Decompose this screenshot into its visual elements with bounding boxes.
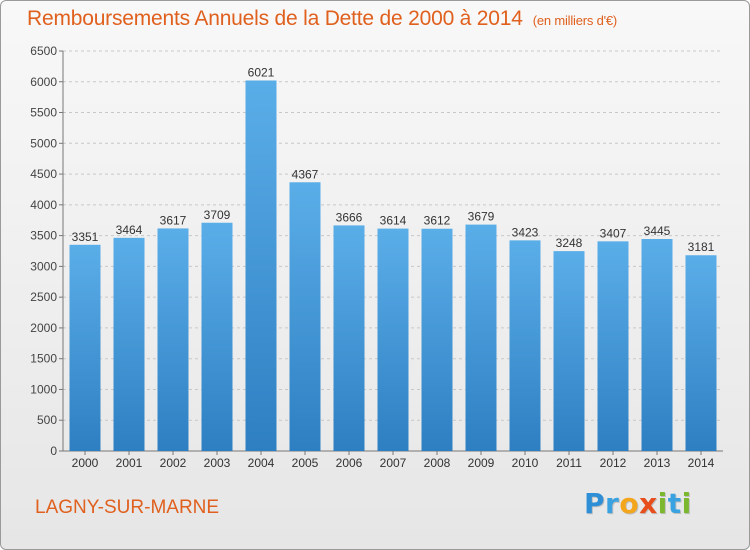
x-tick-label: 2007 bbox=[380, 456, 407, 470]
chart-title-row: Remboursements Annuels de la Dette de 20… bbox=[27, 7, 617, 31]
y-tick-label: 4000 bbox=[30, 198, 57, 212]
logo-letter: t bbox=[667, 487, 682, 520]
bar bbox=[553, 251, 585, 451]
bar bbox=[597, 241, 629, 451]
chart-unit: (en milliers d'€) bbox=[532, 13, 618, 28]
bar bbox=[245, 80, 277, 451]
data-label: 3617 bbox=[160, 213, 187, 227]
y-tick-label: 1000 bbox=[30, 382, 57, 396]
city-name: LAGNY-SUR-MARNE bbox=[35, 497, 220, 518]
y-tick-label: 2500 bbox=[30, 290, 57, 304]
y-tick-label: 500 bbox=[37, 413, 57, 427]
x-tick-label: 2000 bbox=[72, 456, 99, 470]
x-tick-label: 2013 bbox=[644, 456, 671, 470]
data-label: 3181 bbox=[688, 240, 715, 254]
data-label: 4367 bbox=[292, 167, 319, 181]
data-label: 3351 bbox=[72, 230, 99, 244]
x-tick-label: 2002 bbox=[160, 456, 187, 470]
y-tick-label: 4500 bbox=[30, 167, 57, 181]
data-label: 3614 bbox=[380, 214, 407, 228]
x-tick-label: 2003 bbox=[204, 456, 231, 470]
logo-letter: x bbox=[639, 487, 658, 520]
data-label: 3407 bbox=[600, 226, 627, 240]
x-tick-label: 2014 bbox=[688, 456, 715, 470]
bar bbox=[113, 237, 145, 451]
data-label: 3679 bbox=[468, 210, 495, 224]
data-label: 6021 bbox=[248, 65, 275, 79]
y-tick-label: 5500 bbox=[30, 106, 57, 120]
data-label: 3445 bbox=[644, 224, 671, 238]
data-label: 3423 bbox=[512, 225, 539, 239]
y-tick-label: 6000 bbox=[30, 75, 57, 89]
bar bbox=[201, 222, 233, 451]
y-tick-label: 3000 bbox=[30, 259, 57, 273]
x-tick-label: 2012 bbox=[600, 456, 627, 470]
x-tick-label: 2011 bbox=[556, 456, 582, 470]
logo-letter: r bbox=[605, 487, 620, 520]
x-tick-label: 2001 bbox=[116, 456, 143, 470]
bar bbox=[685, 255, 717, 451]
bar bbox=[509, 240, 541, 451]
data-label: 3612 bbox=[424, 214, 451, 228]
bar bbox=[641, 239, 673, 451]
bar bbox=[333, 225, 365, 451]
x-tick-label: 2009 bbox=[468, 456, 495, 470]
logo-letter: o bbox=[619, 487, 640, 520]
y-tick-label: 1500 bbox=[30, 352, 57, 366]
bar bbox=[465, 224, 497, 451]
logo-letter: i bbox=[657, 487, 668, 520]
x-tick-label: 2008 bbox=[424, 456, 451, 470]
y-tick-label: 0 bbox=[50, 444, 57, 458]
y-tick-label: 6500 bbox=[30, 44, 57, 58]
y-tick-label: 2000 bbox=[30, 321, 57, 335]
data-label: 3248 bbox=[556, 236, 583, 250]
y-tick-label: 5000 bbox=[30, 136, 57, 150]
x-tick-label: 2004 bbox=[248, 456, 275, 470]
data-label: 3666 bbox=[336, 210, 363, 224]
x-tick-label: 2010 bbox=[512, 456, 539, 470]
y-tick-label: 3500 bbox=[30, 229, 57, 243]
bar bbox=[289, 182, 321, 451]
chart-title: Remboursements Annuels de la Dette de 20… bbox=[27, 7, 523, 30]
x-tick-label: 2005 bbox=[292, 456, 319, 470]
data-label: 3464 bbox=[116, 223, 143, 237]
x-tick-label: 2006 bbox=[336, 456, 363, 470]
bar bbox=[421, 228, 453, 451]
logo-letter: P bbox=[584, 487, 606, 520]
data-label: 3709 bbox=[204, 208, 231, 222]
bar bbox=[157, 228, 189, 451]
bar bbox=[377, 228, 409, 451]
logo-letter: i bbox=[681, 487, 692, 520]
bar bbox=[69, 244, 101, 451]
proxiti-logo: Proxiti bbox=[584, 487, 692, 520]
